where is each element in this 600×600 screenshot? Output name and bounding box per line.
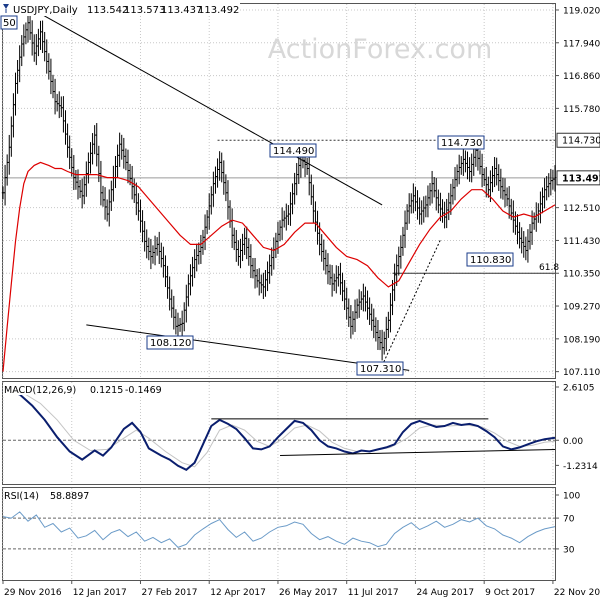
chart-header: USDJPY,Daily 113.542 113.573 113.437 113… [0,0,240,30]
rsi-pane: 100 70 30 RSI(14) 58.8897 [2,491,580,555]
falling-support-trendline [86,324,410,371]
price-y-label: 116.860 [563,72,600,82]
annotation-box [356,361,404,376]
ohlc-open: 113.542 [87,5,128,16]
macd-y-label: -1.2314 [563,462,598,472]
price-y-label: 117.940 [563,39,600,49]
x-axis: 29 Nov 2016 12 Jan 2017 27 Feb 2017 12 Apr … [2,580,600,598]
partial-ma-label: 50 [3,18,16,29]
falling-resistance-trendline [40,13,383,206]
rsi-line [2,511,556,548]
annotation-label: 108.120 [150,338,191,349]
rsi-y-label: 70 [563,515,575,525]
price-pane: 119.020 117.940 116.860 115.780 112.510 111.4… [1,6,600,378]
price-y-label: 115.780 [563,105,600,115]
x-tick-label: 11 Jul 2017 [348,588,399,598]
x-tick-label: 26 May 2017 [279,588,338,598]
macd-value: 0.1215 [90,385,123,396]
macd-pane: 2.6105 0.00 -1.2314 MACD(12,26,9) 0.1215 -0.1… [2,383,598,472]
rsi-y-label: 30 [563,545,575,555]
symbol-icon [3,4,9,13]
watermark-text: ActionForex.com [268,34,493,65]
x-tick-label: 22 Nov 2017 [554,588,600,598]
watermark: ActionForex.com [268,34,493,65]
price-y-label: 110.350 [563,270,600,280]
macd-signal-value: -0.1469 [125,385,162,396]
rising-support-trendline [381,239,441,366]
price-y-label: 119.020 [563,6,600,16]
annotation-label: 110.830 [470,255,511,266]
resistance-price-tag-box [556,132,600,148]
moving-average-line [2,161,556,372]
annotation-label: 114.490 [273,146,314,157]
rsi-title: RSI(14) [4,491,39,502]
price-y-label: 112.510 [563,204,600,214]
header-backdrop [0,0,240,16]
price-y-label: 108.190 [563,335,600,345]
price-y-label: 107.110 [563,368,600,378]
resistance-price-tag: 114.730 [562,136,600,147]
annotation-box [437,135,485,150]
ohlc-close: 113.492 [198,5,239,16]
x-tick-label: 29 Nov 2016 [4,588,62,598]
macd-y-label: 0.00 [563,437,583,447]
x-tick-label: 12 Apr 2017 [210,588,266,598]
x-tick-label: 9 Oct 2017 [485,588,535,598]
macd-lower-line [280,448,556,457]
macd-y-label: 2.6105 [563,384,595,394]
price-bar [553,165,557,192]
annotation-box [466,252,514,267]
price-y-label: 109.270 [563,303,600,313]
x-tick-label: 27 Feb 2017 [141,588,197,598]
fib-label: 61.8 [539,263,559,273]
symbol-label: USDJPY,Daily [13,5,78,16]
annotation-label: 114.730 [441,138,482,149]
partial-ma-label-box [0,15,18,30]
x-tick-label: 24 Aug 2017 [416,588,474,598]
rsi-value: 58.8897 [50,491,89,502]
macd-signal-line [2,388,556,468]
x-tick-label: 12 Jan 2017 [73,588,127,598]
price-y-label: 111.430 [563,237,600,247]
current-price-tag-box [556,170,600,186]
macd-title: MACD(12,26,9) [4,385,76,396]
annotation-box [269,143,317,158]
current-price-tag: 113.492 [562,173,600,184]
annotation-box [146,335,194,350]
ohlc-high: 113.573 [124,5,165,16]
ohlc-low: 113.437 [161,5,202,16]
chart-panes [2,3,556,581]
annotation-label: 107.310 [360,364,401,375]
macd-title-backdrop [3,383,198,395]
macd-line [2,389,556,471]
rsi-y-label: 100 [563,492,580,502]
